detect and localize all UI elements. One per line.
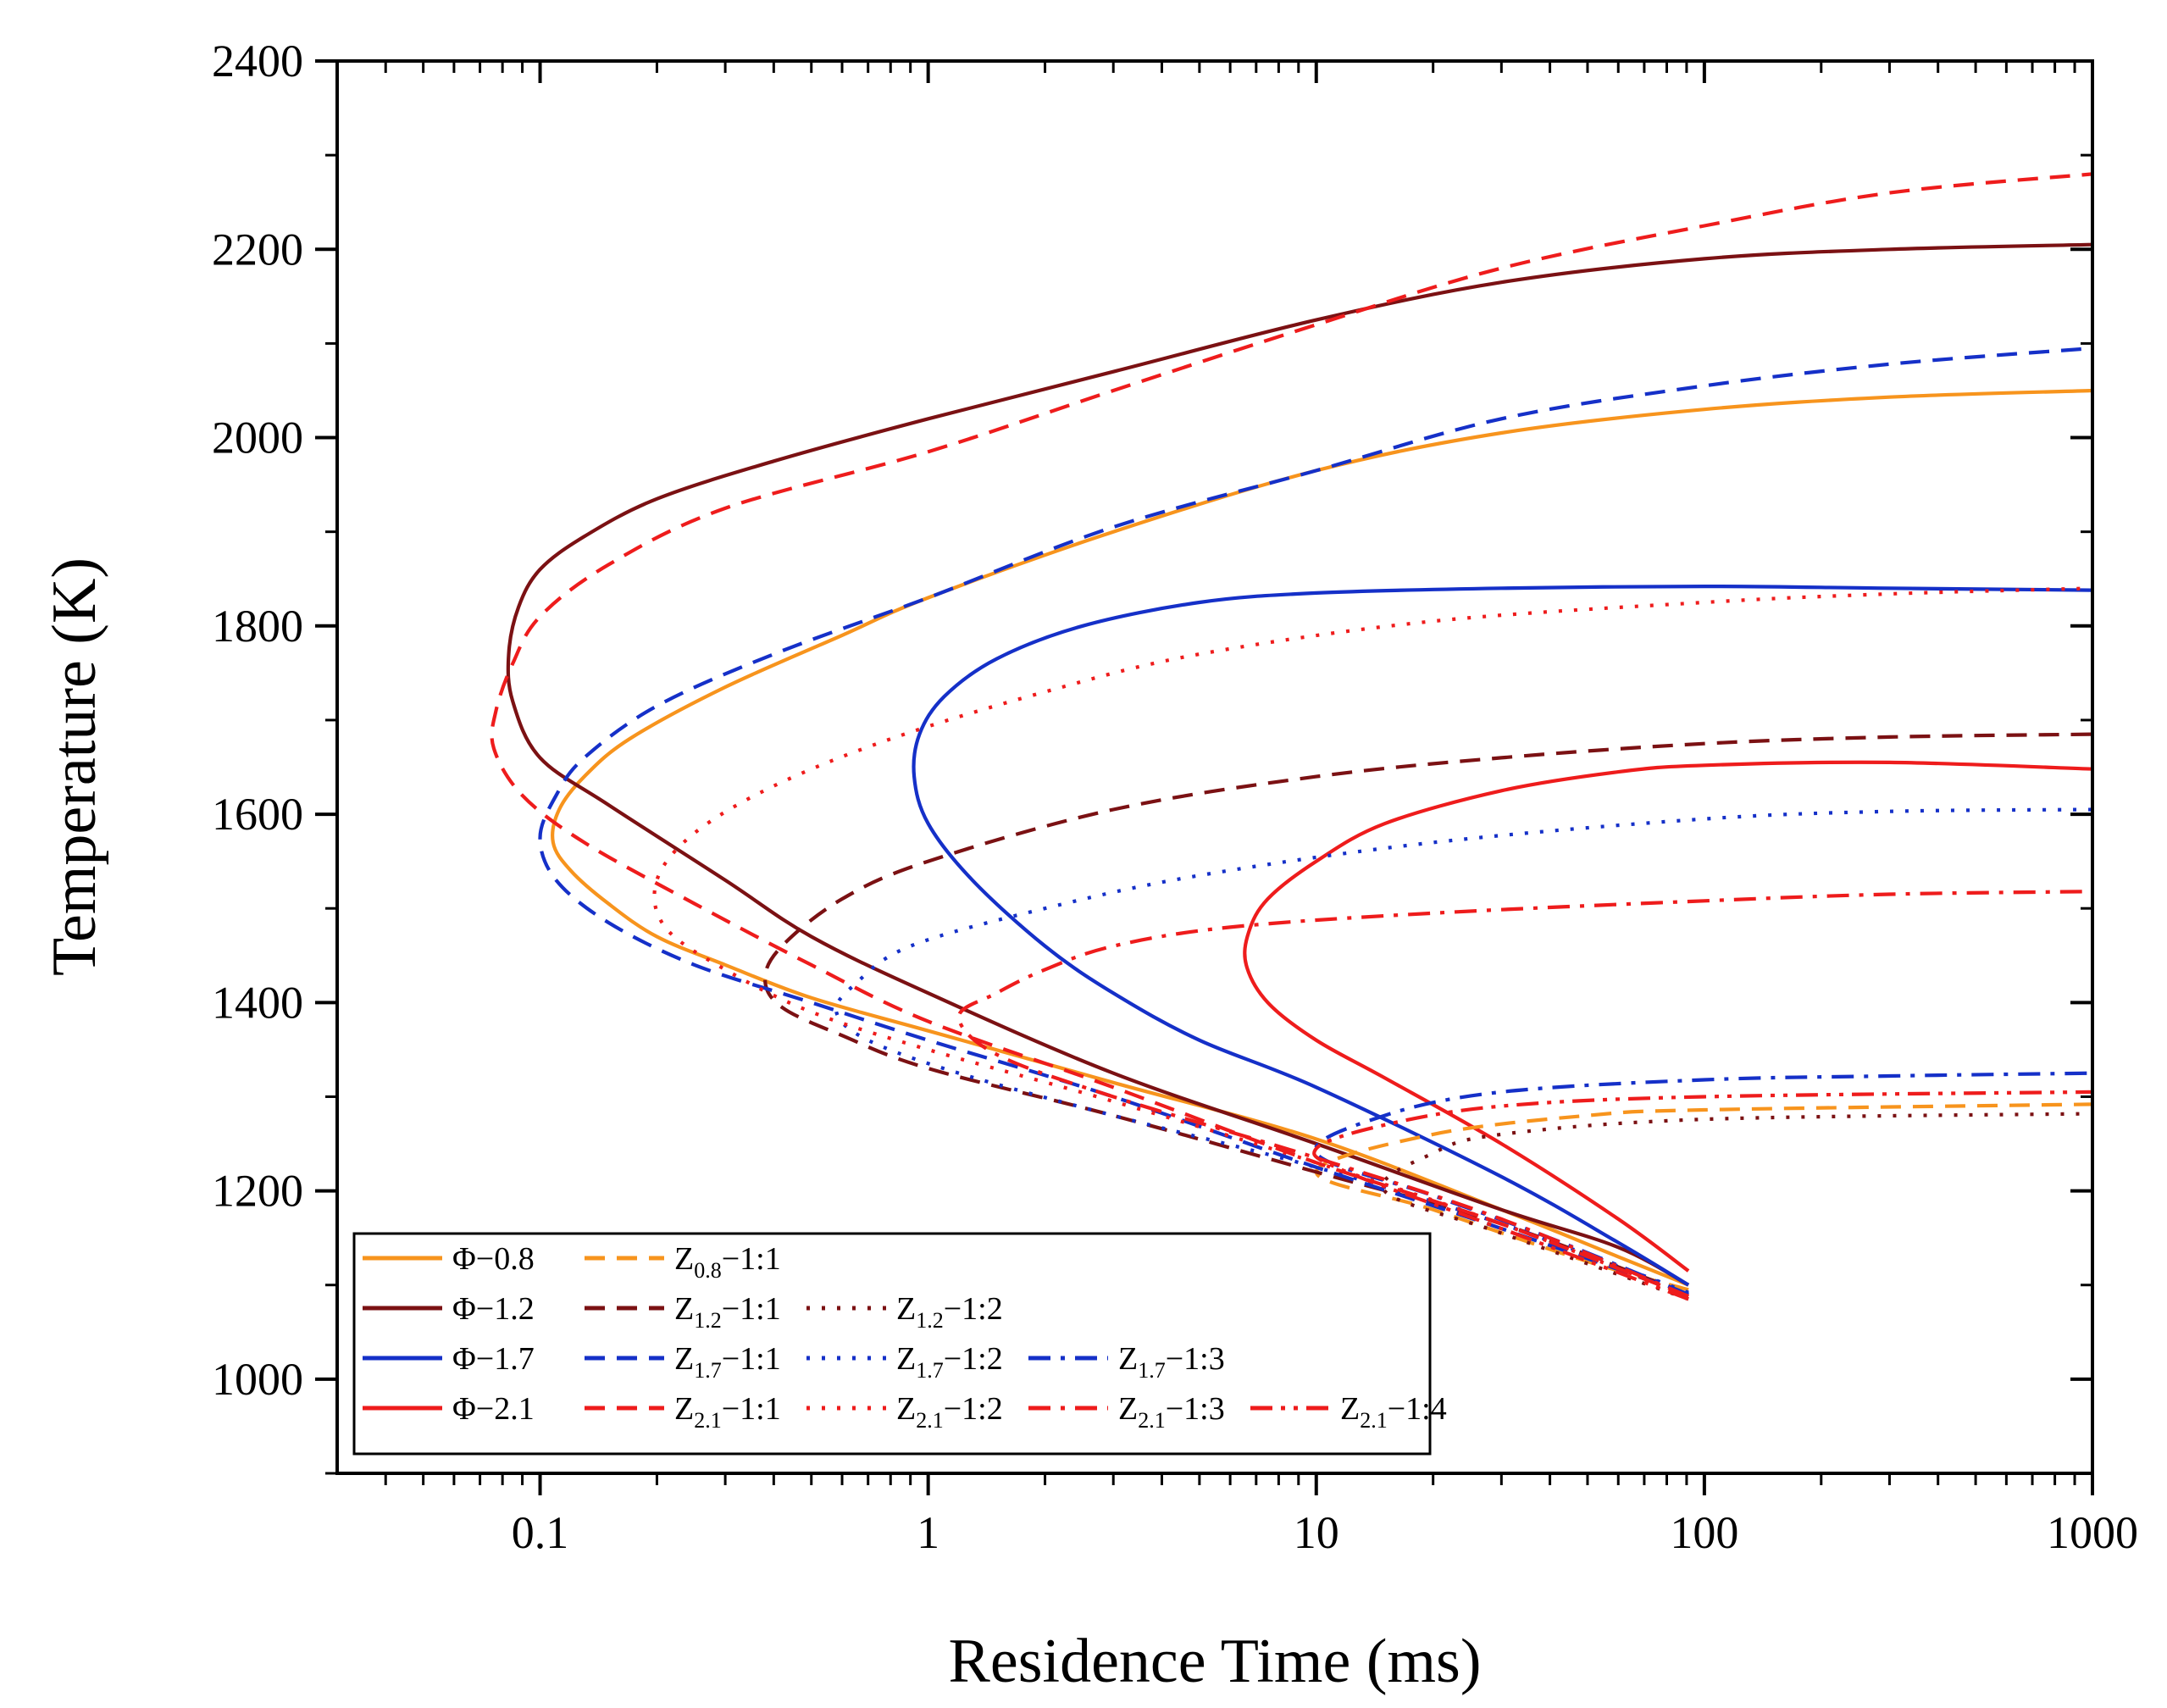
legend-label-z-1-7-1-1: Z1.7−1:1 [674,1341,781,1383]
tick-layer: 0.1 1 10 100 1000 1000 1200 1400 1600 1800 2000 220… [212,36,2138,1558]
series-z-2-1-1-3 [956,890,2092,1299]
legend-label-phi-0-8: Φ−0.8 [452,1241,535,1277]
series-phi-1-7 [912,585,2092,1287]
series-layer [490,172,2092,1301]
x-tick-label: 0.1 [512,1507,569,1558]
plot-frame [335,59,2094,1475]
y-tick-label: 1400 [212,977,303,1028]
legend-label-z-2-1-1-2: Z2.1−1:2 [896,1391,1003,1433]
y-tick-label: 2400 [212,36,303,86]
legend: Φ−0.8 Z0.8−1:1 Φ−1.2 Z1.2−1:1 Z1.2−1:2 Φ−1.7 Z… [352,1232,1447,1456]
legend-label-z-1-2-1-2: Z1.2−1:2 [896,1291,1003,1333]
y-axis-title: Temperature (K) [40,557,109,976]
legend-label-phi-1-7: Φ−1.7 [452,1341,535,1377]
y-tick-label: 1000 [212,1354,303,1405]
series-z-2-1-1-4 [1312,1090,2092,1301]
y-tick-label: 1600 [212,789,303,840]
legend-label-z-2-1-1-3: Z2.1−1:3 [1118,1391,1225,1433]
legend-label-z-0-8-1-1: Z0.8−1:1 [674,1241,781,1283]
legend-label-phi-2-1: Φ−2.1 [452,1391,535,1427]
series-phi-2-1 [1243,760,2092,1273]
series-z-1-2-1-2 [1381,1112,2092,1301]
series-z-1-2-1-1 [763,732,2092,1296]
legend-label-z-2-1-1-4: Z2.1−1:4 [1340,1391,1447,1433]
series-z-2-1-1-1 [490,172,2092,1299]
x-tick-label: 1000 [2047,1507,2138,1558]
series-phi-1-2 [506,242,2092,1287]
y-tick-label: 2000 [212,413,303,463]
legend-label-z-1-7-1-3: Z1.7−1:3 [1118,1341,1225,1383]
series-z-1-7-1-1 [538,346,2092,1296]
x-tick-label: 1 [917,1507,939,1558]
legend-label-phi-1-2: Φ−1.2 [452,1291,535,1327]
legend-label-z-2-1-1-1: Z2.1−1:1 [674,1391,781,1433]
legend-label-z-1-7-1-2: Z1.7−1:2 [896,1341,1003,1383]
series-z-0-8-1-1 [1314,1102,2092,1292]
legend-box [352,1232,1432,1456]
x-tick-label: 100 [1670,1507,1738,1558]
x-axis-title: Residence Time (ms) [949,1627,1482,1696]
x-tick-label: 10 [1294,1507,1339,1558]
legend-label-z-1-2-1-1: Z1.2−1:1 [674,1291,781,1333]
y-tick-label: 1800 [212,601,303,652]
y-tick-label: 1200 [212,1166,303,1217]
y-tick-label: 2200 [212,224,303,274]
